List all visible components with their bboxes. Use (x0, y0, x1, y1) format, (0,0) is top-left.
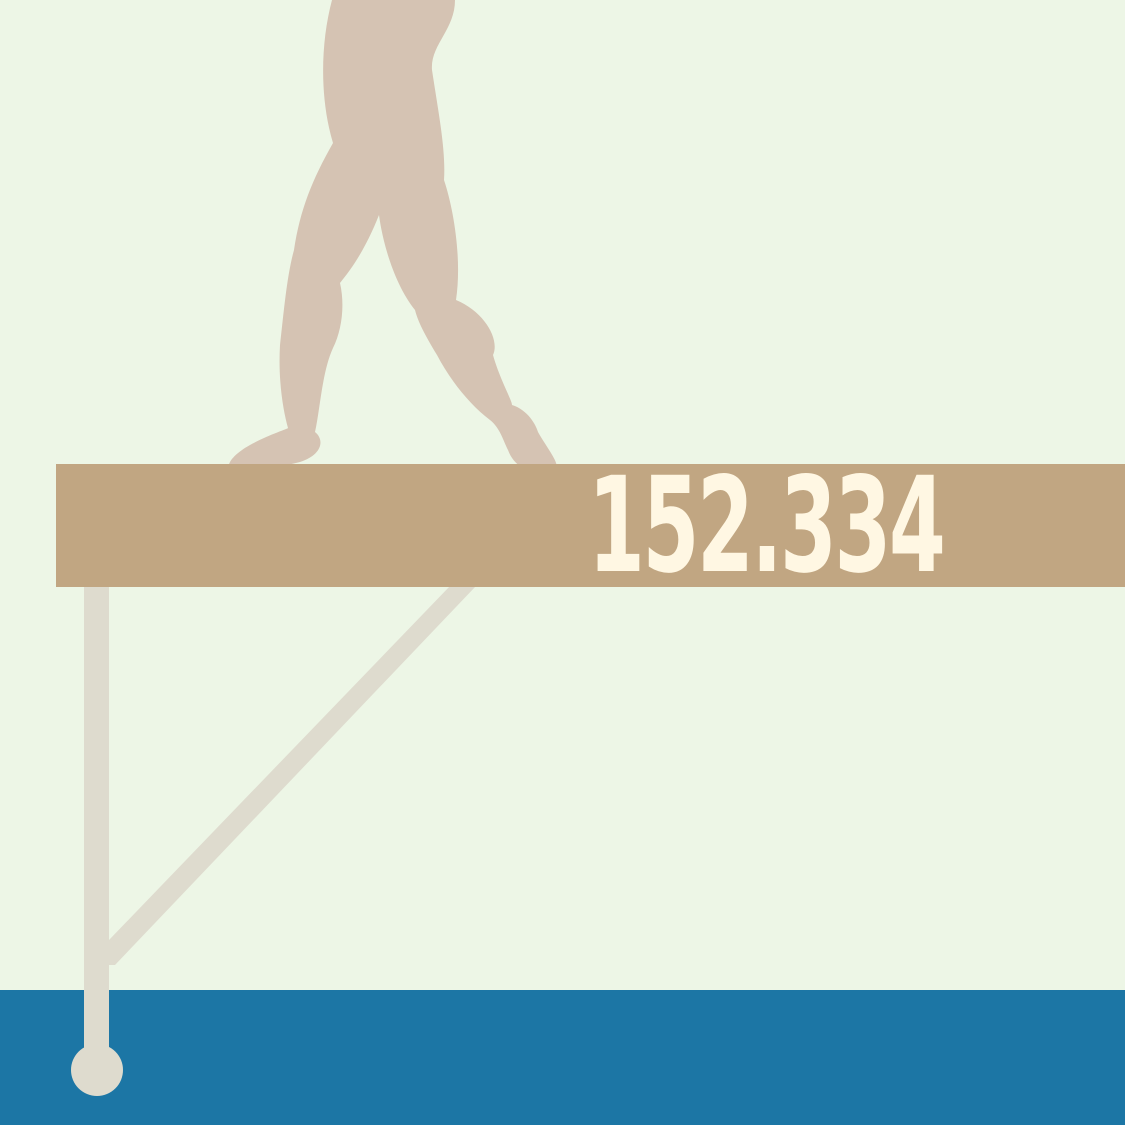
score-display: 152.334 (588, 449, 946, 603)
left-leg (228, 0, 557, 475)
support-foot (71, 1044, 123, 1096)
support-brace (109, 586, 476, 965)
gymnast-legs-icon (228, 0, 557, 475)
beam-support (71, 586, 476, 1096)
floor-mat (0, 990, 1125, 1125)
support-post (84, 586, 109, 1060)
balance-beam-icon (56, 464, 1125, 587)
